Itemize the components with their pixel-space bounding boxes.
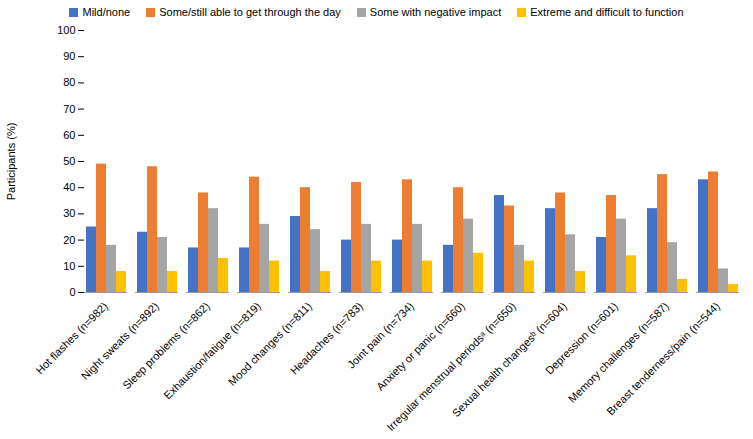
svg-text:70: 70	[63, 103, 75, 115]
svg-text:Mood changes (n=811): Mood changes (n=811)	[226, 300, 314, 388]
svg-text:Hot flashes (n=982): Hot flashes (n=982)	[33, 299, 110, 377]
svg-text:Breast tenderness/pain (n=544): Breast tenderness/pain (n=544)	[604, 300, 722, 418]
html-text:Some/still able to get through: Some/still able to get through the day	[159, 6, 341, 18]
svg-text:Sleep problems (n=862): Sleep problems (n=862)	[120, 300, 212, 392]
svg-text:20: 20	[63, 234, 75, 246]
html-text:Extreme and difficult to funct: Extreme and difficult to function	[530, 6, 684, 18]
svg-text:50: 50	[63, 155, 75, 167]
svg-text:60: 60	[63, 129, 75, 141]
svg-text:90: 90	[63, 50, 75, 62]
html-text:Mild/none: Mild/none	[82, 6, 131, 18]
svg-text:Memory challenges (n=587): Memory challenges (n=587)	[566, 300, 671, 405]
svg-text:40: 40	[63, 181, 75, 193]
svg-text:30: 30	[63, 207, 75, 219]
svg-text:10: 10	[63, 260, 75, 272]
svg-text:Headaches (n=783): Headaches (n=783)	[287, 299, 365, 377]
svg-text:80: 80	[63, 76, 75, 88]
html-text:Some with negative impact: Some with negative impact	[369, 6, 502, 18]
svg-text:Depression (n=601): Depression (n=601)	[542, 299, 620, 377]
svg-text:Night sweats (n=892): Night sweats (n=892)	[78, 299, 161, 382]
svg-text:Anxiety or panic (n=660): Anxiety or panic (n=660)	[374, 300, 467, 393]
svg-text:100: 100	[57, 24, 75, 36]
svg-text:Sexual health changesᵇ (n=604): Sexual health changesᵇ (n=604)	[449, 299, 569, 420]
svg-text:Exhaustion/fatigue (n=819): Exhaustion/fatigue (n=819)	[161, 300, 263, 402]
svg-text:0: 0	[69, 286, 75, 298]
svg-text:Irregular menstrual periodsᵃ (: Irregular menstrual periodsᵃ (n=650)	[384, 299, 518, 434]
svg-text:Participants (%): Participants (%)	[5, 123, 17, 201]
svg-text:Joint pain (n=734): Joint pain (n=734)	[344, 299, 416, 371]
